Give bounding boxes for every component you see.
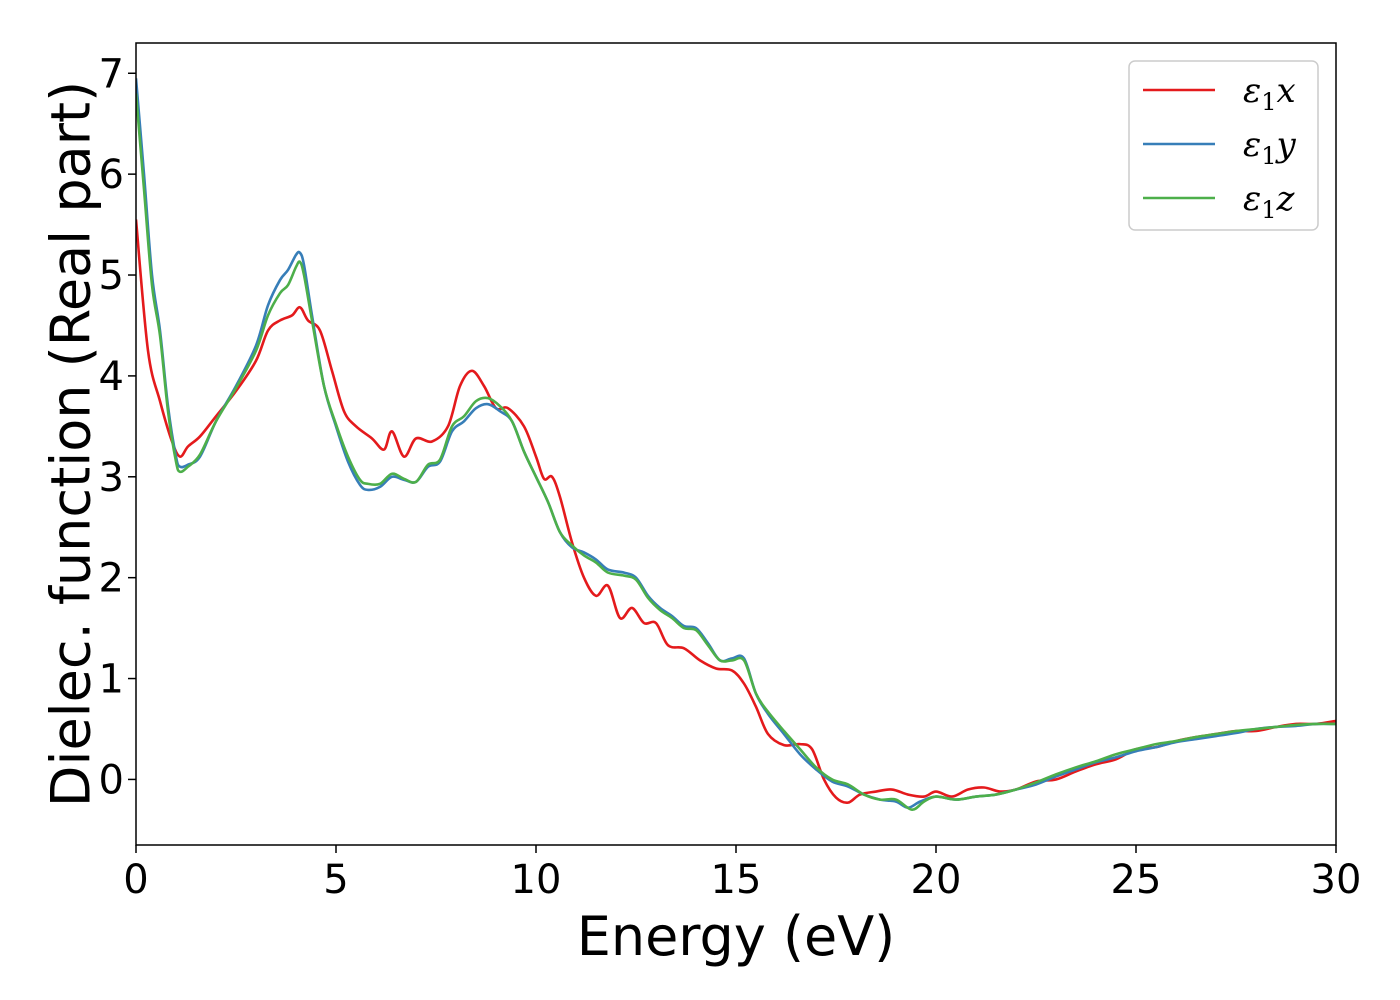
- x-tick-label: 20: [911, 857, 962, 903]
- series-layer: [136, 78, 1336, 811]
- x-axis: 0 5 10 15 20 25 30: [123, 845, 1361, 903]
- legend: ε1x ε1y ε1z: [1128, 60, 1319, 231]
- y-tick-label: 6: [99, 152, 124, 198]
- y-tick-label: 2: [99, 556, 124, 602]
- x-tick-label: 15: [711, 857, 762, 903]
- x-tick-label: 25: [1111, 857, 1162, 903]
- y-tick-label: 3: [99, 455, 124, 501]
- y-tick-label: 7: [99, 51, 124, 97]
- series-line-z: [136, 93, 1336, 811]
- y-tick-label: 5: [99, 253, 124, 299]
- x-tick-label: 30: [1311, 857, 1362, 903]
- y-tick-label: 4: [99, 354, 124, 400]
- series-line-x: [136, 219, 1336, 805]
- x-tick-label: 10: [511, 857, 562, 903]
- y-axis-title: Dielec. function (Real part): [40, 81, 103, 807]
- x-tick-label: 0: [123, 857, 148, 903]
- y-axis: 0 1 2 3 4 5 6 7: [99, 51, 136, 803]
- legend-label-y: ε1y: [1243, 125, 1297, 170]
- y-tick-label: 0: [99, 757, 124, 803]
- y-tick-label: 1: [99, 657, 124, 703]
- series-line-y: [136, 78, 1336, 809]
- legend-label-z: ε1z: [1243, 179, 1296, 224]
- legend-box: [1128, 60, 1319, 231]
- legend-label-x: ε1x: [1243, 71, 1296, 116]
- x-tick-label: 5: [323, 857, 348, 903]
- x-axis-title: Energy (eV): [577, 905, 896, 968]
